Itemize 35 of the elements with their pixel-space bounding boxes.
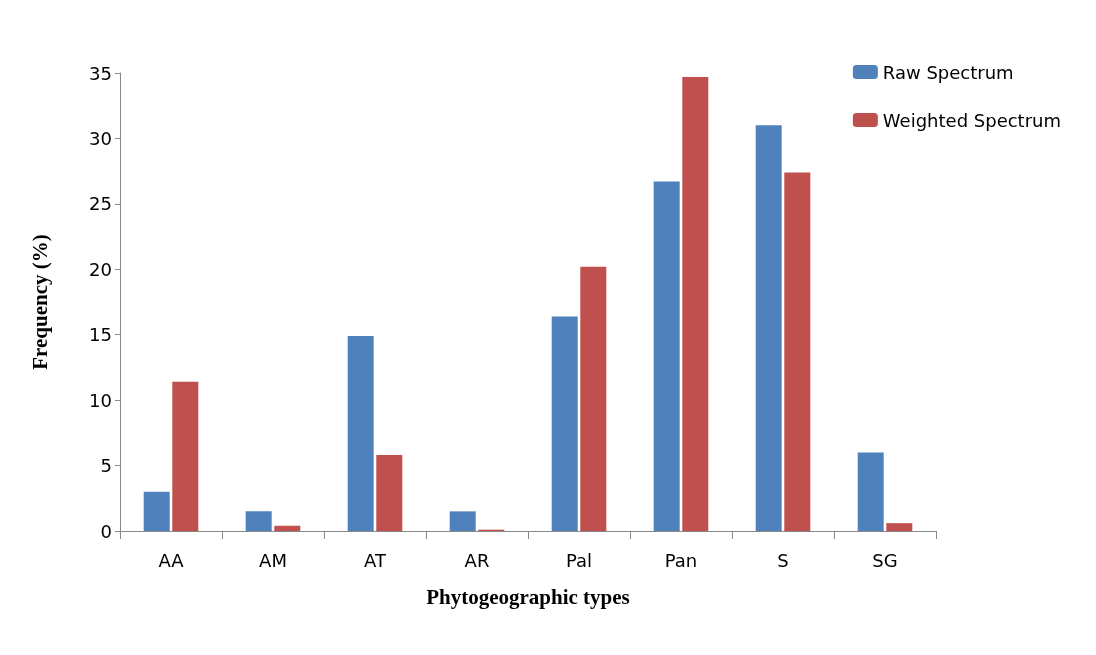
bar [580,266,607,531]
y-tick-label: 35 [89,62,112,84]
bar [784,172,811,531]
y-tick-label: 0 [100,520,112,542]
y-axis-title: Frequency (%) [27,234,52,370]
bar [886,523,913,531]
x-tick-label: Pan [664,549,698,571]
y-tick-label: 20 [89,258,112,280]
bar [682,76,709,531]
y-tick-label: 5 [100,455,112,477]
y-tick-label: 30 [89,127,112,149]
y-tick-label: 15 [89,324,112,346]
legend-label: Raw Spectrum [882,61,1014,83]
x-tick-label: S [777,549,789,571]
bar [347,336,374,531]
bar [274,525,301,531]
bar [172,381,199,531]
bar [245,511,272,531]
y-tick-label: 10 [89,389,112,411]
x-tick-label: SG [872,549,898,571]
x-axis-title: Phytogeographic types [426,584,630,609]
x-tick-label: AA [158,549,185,571]
x-tick-label: Pal [565,549,593,571]
bar [755,125,782,531]
bar [551,316,578,531]
bar [143,491,170,531]
y-tick-label: 25 [89,193,112,215]
x-tick-label: AT [364,549,387,571]
bar [449,511,476,531]
x-tick-label: AR [464,549,490,571]
x-tick-label: AM [259,549,287,571]
legend-label: Weighted Spectrum [882,109,1061,131]
bar [376,455,403,531]
bar [857,452,884,531]
bar [653,181,680,531]
